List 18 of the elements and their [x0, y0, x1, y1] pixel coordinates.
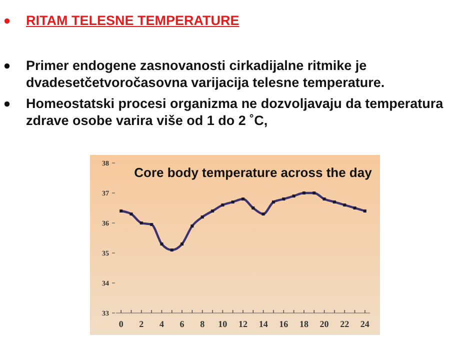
x-tick-label: 0 — [118, 319, 124, 329]
x-tick-label: 12 — [238, 319, 248, 329]
x-tick-label: 24 — [360, 319, 370, 329]
x-tick-label: 14 — [258, 319, 268, 329]
line-series — [120, 192, 366, 252]
x-tick-label: 10 — [218, 319, 228, 329]
chart-title: Core body temperature across the day — [134, 165, 373, 180]
x-tick-label: 20 — [320, 319, 330, 329]
x-tick-label: 22 — [340, 319, 350, 329]
x-tick-label: 2 — [139, 319, 144, 329]
x-tick-label: 18 — [299, 319, 309, 329]
x-tick-label: 16 — [279, 319, 289, 329]
x-tick-label: 8 — [200, 319, 206, 329]
x-tick-label: 6 — [180, 319, 185, 329]
text: Primer endogene zasnovanosti cirkadijalne ritmike je dvadesetčetvoročasovna varijacija telesne temperature. — [26, 57, 386, 91]
text: Homeostatski procesi organizma ne dozvoljavaju da temperatura zdrave osobe varira više od 1 do 2 ˚C, — [26, 95, 444, 129]
x-tick-label: 4 — [159, 319, 164, 329]
text: RITAM TELESNE TEMPERATURE — [26, 12, 240, 29]
